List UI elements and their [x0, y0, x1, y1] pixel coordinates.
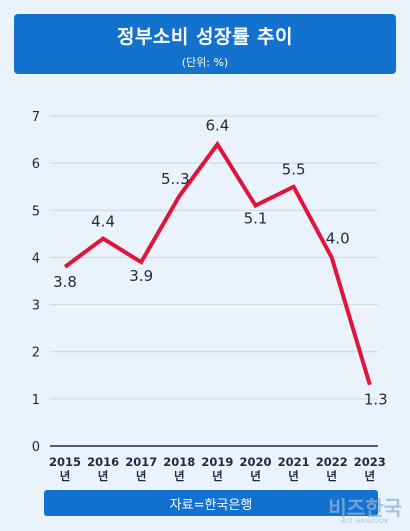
x-tick-unit: 년	[212, 469, 223, 483]
data-labels: 3.8 4.4 3.9 5..3 6.4 5.1 5.5 4.0 1.3	[53, 116, 388, 408]
watermark-logo: 비즈한국 BIZ.HANKOOK	[328, 498, 402, 525]
x-tick-unit: 년	[365, 469, 376, 483]
y-tick-label: 0	[32, 440, 40, 455]
y-tick-label: 6	[32, 157, 40, 172]
source-label: 자료=한국은행	[169, 497, 253, 513]
x-tick-label: 2019	[201, 455, 233, 469]
data-label: 4.0	[326, 229, 350, 247]
data-label: 5.1	[244, 210, 268, 228]
x-tick-label: 2017	[125, 455, 157, 469]
x-tick-unit: 년	[326, 469, 337, 483]
x-tick-unit: 년	[174, 469, 185, 483]
y-tick-labels: 0 1 2 3 4 5 6 7	[32, 110, 40, 455]
data-label: 6.4	[205, 116, 229, 134]
data-label: 3.9	[129, 267, 153, 285]
data-label: 4.4	[91, 213, 115, 231]
x-tick-unit: 년	[98, 469, 109, 483]
chart-title-box: 정부소비 성장률 추이 (단위: %)	[14, 14, 396, 74]
x-tick-label: 2021	[278, 455, 310, 469]
data-label: 3.8	[53, 273, 77, 291]
x-tick-unit: 년	[250, 469, 261, 483]
y-tick-label: 4	[32, 251, 40, 266]
x-tick-label: 2020	[239, 455, 271, 469]
watermark-main: 비즈한국	[328, 496, 402, 520]
x-tick-unit: 년	[136, 469, 147, 483]
watermark-sub: BIZ.HANKOOK	[341, 518, 389, 525]
y-tick-label: 7	[32, 110, 40, 125]
data-label: 1.3	[364, 391, 388, 409]
x-tick-labels: 2015년2016년2017년2018년2019년2020년2021년2022년…	[49, 455, 386, 483]
y-tick-label: 1	[32, 393, 40, 408]
data-label: 5.5	[282, 161, 306, 179]
x-tick-unit: 년	[60, 469, 71, 483]
x-tick-unit: 년	[288, 469, 299, 483]
y-tick-label: 3	[32, 299, 40, 314]
y-tick-label: 2	[32, 346, 40, 361]
series-line-group	[63, 140, 372, 386]
series-line	[63, 140, 372, 386]
data-label: 5..3	[161, 170, 190, 188]
x-tick-label: 2015	[49, 455, 81, 469]
x-tick-label: 2022	[316, 455, 348, 469]
x-tick-label: 2016	[87, 455, 119, 469]
source-box: 자료=한국은행	[44, 490, 378, 516]
grid-lines	[50, 115, 378, 447]
y-tick-label: 5	[32, 204, 40, 219]
x-tick-label: 2023	[354, 455, 386, 469]
chart-title: 정부소비 성장률 추이	[116, 26, 294, 48]
x-tick-label: 2018	[163, 455, 195, 469]
chart-subtitle: (단위: %)	[181, 56, 229, 69]
